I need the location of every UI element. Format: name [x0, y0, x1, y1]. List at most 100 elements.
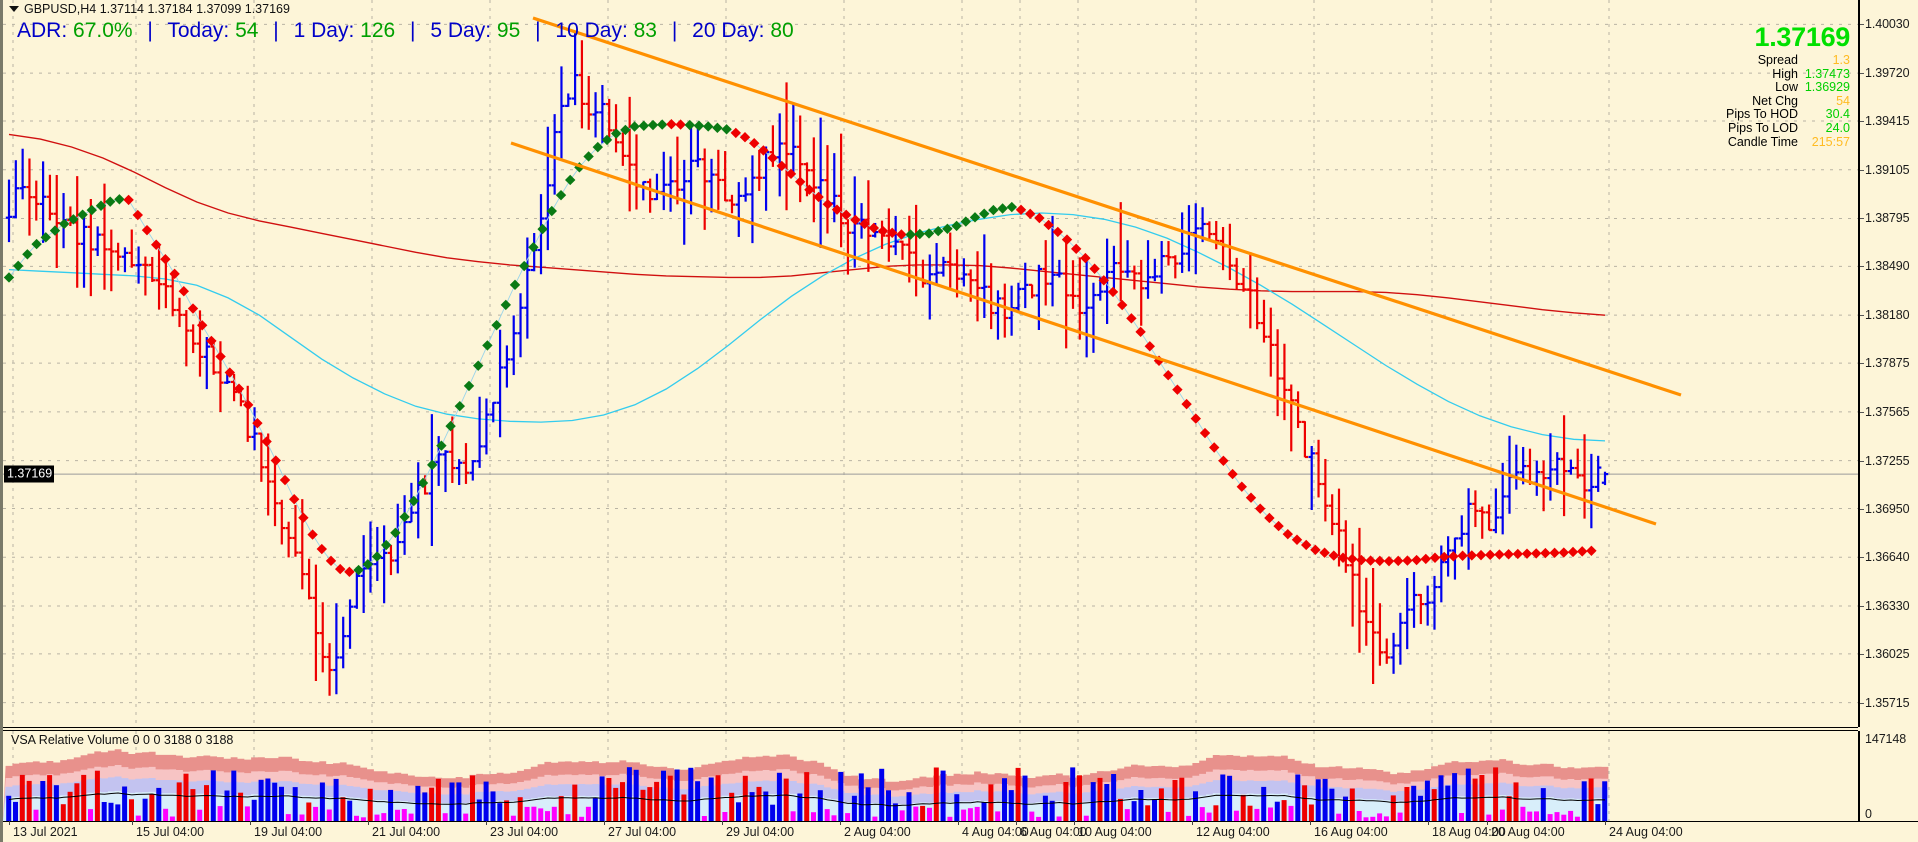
volume-bar	[1288, 805, 1294, 821]
volume-bar	[1363, 817, 1369, 821]
time-axis-scale[interactable]: 13 Jul 2021 15 Jul 04:00 19 Jul 04:00 21 Ju…	[3, 821, 1918, 842]
sar-dot-down	[160, 254, 171, 265]
upper-trend-line[interactable]	[532, 16, 1682, 397]
volume-bar	[1329, 788, 1335, 821]
volume-bar	[26, 780, 32, 821]
sar-dot-down	[666, 118, 677, 130]
volume-bar	[135, 815, 141, 821]
sar-dot-down	[841, 209, 852, 221]
volume-bar	[797, 793, 803, 821]
volume-bar	[115, 804, 121, 821]
sar-dot-down	[279, 474, 291, 486]
adr-sep-5: |	[671, 19, 678, 42]
sar-dot-down	[1291, 534, 1303, 545]
volume-bar	[1540, 788, 1546, 821]
pane-divider-bottom	[3, 730, 1858, 731]
sar-dot-down	[1448, 551, 1459, 562]
time-tick-6: 29 Jul 04:00	[722, 821, 794, 839]
volume-bar	[1029, 811, 1035, 821]
volume-bar	[1404, 787, 1410, 821]
sar-dot-down	[1061, 234, 1073, 245]
sar-dot-down	[1475, 549, 1487, 561]
sar-dot-down	[206, 335, 217, 347]
price-chart-canvas[interactable]	[3, 0, 1858, 727]
volume-bars[interactable]	[6, 767, 1608, 821]
price-tick-8: 1.37565	[1860, 404, 1910, 419]
sar-dot-down	[298, 512, 309, 523]
volume-bar	[265, 778, 271, 821]
time-tick-13: 18 Aug 04:00	[1428, 821, 1506, 839]
chevron-down-icon[interactable]	[9, 6, 19, 12]
volume-bar	[620, 782, 625, 821]
volume-bar	[1172, 780, 1178, 821]
volume-bar	[67, 791, 73, 821]
time-tick-mark	[486, 821, 487, 825]
sar-dot-down	[1310, 544, 1321, 556]
price-axis-scale[interactable]: 1.40030 1.39720 1.39415 1.39105 1.38795 1.384…	[1858, 0, 1918, 727]
volume-bar	[53, 785, 59, 821]
volume-bar	[1131, 801, 1137, 821]
lower-trend-line[interactable]	[510, 141, 1657, 526]
sar-dot-up	[31, 238, 42, 250]
sar-dot-up	[362, 559, 373, 570]
sar-dot-down	[1227, 468, 1238, 480]
sar-dot-down	[859, 218, 870, 230]
sar-dot-up	[381, 539, 392, 551]
volume-bar	[33, 809, 39, 821]
volume-bar	[1104, 784, 1110, 821]
volume-axis-scale: 147148 0	[1858, 731, 1918, 821]
sar-dot-down	[887, 227, 898, 238]
sar-dot-up	[942, 223, 953, 234]
adr-value: 67.0%	[73, 19, 133, 42]
sar-dot-down	[868, 222, 879, 234]
volume-bar	[1581, 781, 1587, 821]
day5-value: 95	[496, 19, 521, 42]
time-tick-mark	[1310, 821, 1311, 825]
day20-label: 20 Day:	[692, 19, 765, 42]
day10-label: 10 Day:	[555, 19, 628, 42]
sar-dot-up	[583, 151, 594, 162]
volume-bar	[606, 778, 612, 821]
volume-bar	[1527, 811, 1533, 821]
volume-bar	[326, 809, 332, 821]
volume-bar	[497, 803, 503, 821]
sar-dot-up	[997, 203, 1008, 214]
time-tick-mark	[132, 821, 133, 825]
sar-dot-down	[758, 145, 769, 156]
sar-dot-down	[325, 555, 337, 567]
volume-bar	[749, 792, 755, 821]
info-value: 1.37473	[1804, 66, 1850, 81]
volume-bar	[517, 797, 523, 821]
volume-bar	[1445, 785, 1451, 821]
volume-bar	[1554, 812, 1560, 821]
volume-chart-canvas[interactable]	[3, 731, 1858, 821]
sar-dot-down	[1328, 550, 1339, 561]
price-tick-9: 1.37255	[1860, 453, 1910, 468]
volume-bar	[456, 782, 462, 821]
volume-bar	[701, 816, 707, 821]
volume-bar	[1486, 814, 1492, 821]
sar-dot-down	[344, 566, 355, 578]
volume-bar	[449, 782, 455, 821]
sar-dot-down	[1273, 520, 1284, 532]
volume-bar	[1356, 811, 1362, 821]
sar-dot-down	[1135, 326, 1146, 338]
volume-bar	[647, 787, 653, 821]
volume-bar	[367, 788, 373, 821]
sar-dot-down	[1439, 551, 1450, 563]
volume-chart-pane[interactable]	[3, 731, 1858, 821]
sar-dot-down	[1199, 427, 1211, 439]
price-chart-pane[interactable]	[3, 0, 1858, 727]
current-price-tag: 1.37169	[4, 465, 55, 483]
volume-bar	[470, 775, 475, 821]
volume-bar	[340, 797, 346, 821]
volume-bar	[1008, 790, 1014, 821]
time-tick-mark	[9, 821, 10, 825]
sar-dot-down	[1301, 539, 1312, 551]
volume-bar	[865, 787, 871, 821]
sar-dot-up	[445, 420, 456, 432]
sar-dot-down	[767, 152, 778, 164]
sar-dot-up	[611, 128, 622, 139]
volume-bar	[381, 813, 387, 821]
